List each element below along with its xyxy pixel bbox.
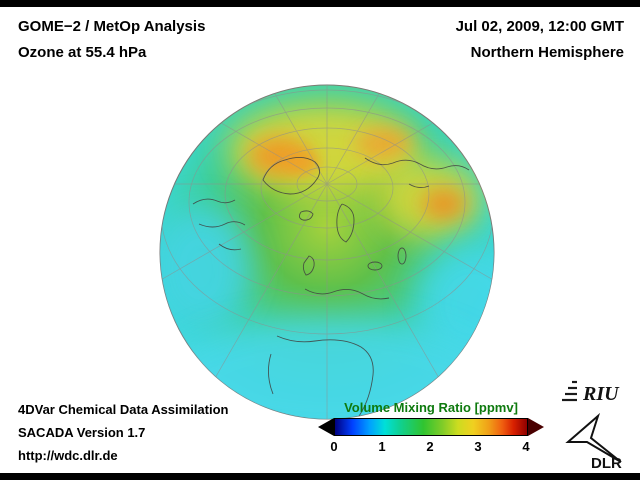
datetime-label: Jul 02, 2009, 12:00 GMT <box>455 18 624 35</box>
assimilation-label: 4DVar Chemical Data Assimilation <box>18 402 229 417</box>
bottom-border <box>0 473 640 480</box>
footer: 4DVar Chemical Data Assimilation SACADA … <box>18 398 229 467</box>
dlr-logo-svg: DLR <box>565 412 622 472</box>
pressure-level-label: Ozone at 55.4 hPa <box>18 44 147 61</box>
tick-label-2: 2 <box>426 439 434 454</box>
riu-logo-svg: RIU <box>562 380 620 405</box>
version-label: SACADA Version 1.7 <box>18 425 146 440</box>
dlr-bird-icon <box>565 412 622 463</box>
tick-label-1: 1 <box>378 439 386 454</box>
header-left: GOME−2 / MetOp Analysis Ozone at 55.4 hP… <box>18 14 205 66</box>
ozone-field-blobs <box>160 103 494 419</box>
coastlines <box>192 157 470 419</box>
colorbar-gradient <box>334 417 528 436</box>
riu-logo: RIU <box>560 378 626 411</box>
tick-label-4: 4 <box>522 439 530 454</box>
colorbar-label: Volume Mixing Ratio [ppmv] <box>344 400 518 415</box>
colorbar-underflow-arrow <box>318 417 334 436</box>
header-right: Jul 02, 2009, 12:00 GMT Northern Hemisph… <box>456 14 624 66</box>
colorbar-section: Volume Mixing Ratio [ppmv] 0 1 2 3 4 <box>318 400 544 454</box>
colorbar-overflow-arrow <box>528 417 544 436</box>
riu-logo-mark <box>562 380 577 402</box>
hemisphere-label: Northern Hemisphere <box>470 44 624 61</box>
colorbar <box>318 417 544 436</box>
tick-label-0: 0 <box>330 439 338 454</box>
globe-svg <box>159 84 495 420</box>
top-border <box>0 0 640 7</box>
analysis-title: GOME−2 / MetOp Analysis <box>18 18 206 35</box>
dlr-logo: DLR <box>564 410 624 475</box>
globe-map <box>159 84 495 420</box>
url-label: http://wdc.dlr.de <box>18 448 118 463</box>
colorbar-ticks: 0 1 2 3 4 <box>318 439 544 455</box>
tick-label-3: 3 <box>474 439 482 454</box>
riu-logo-text: RIU <box>582 383 620 405</box>
dlr-logo-text: DLR <box>591 455 622 470</box>
